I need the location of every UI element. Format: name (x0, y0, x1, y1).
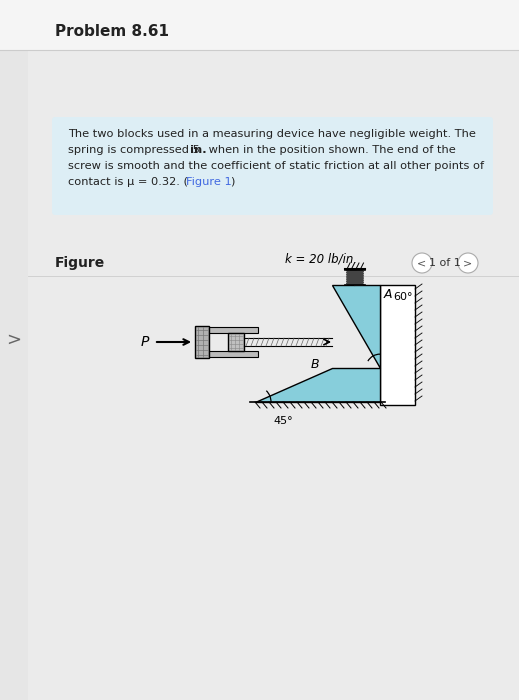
Text: 1 of 1: 1 of 1 (429, 258, 461, 268)
Text: spring is compressed 5: spring is compressed 5 (68, 145, 207, 155)
Text: B: B (311, 358, 319, 372)
Text: >: > (463, 258, 473, 268)
Text: in.: in. (190, 145, 207, 155)
Text: <: < (417, 258, 427, 268)
Bar (195, 326, 209, 358)
Bar (205, 351, 258, 357)
Text: Figure: Figure (55, 256, 105, 270)
Bar (228, 333, 244, 351)
Circle shape (412, 253, 432, 273)
Text: >: > (7, 331, 21, 349)
Bar (0, 0, 519, 50)
Circle shape (458, 253, 478, 273)
Bar (380, 285, 415, 405)
FancyBboxPatch shape (52, 117, 493, 215)
Polygon shape (255, 368, 380, 402)
Polygon shape (332, 285, 380, 368)
Text: Problem 8.61: Problem 8.61 (55, 24, 169, 38)
Text: Figure 1: Figure 1 (186, 177, 232, 187)
Text: contact is μ = 0.32. (: contact is μ = 0.32. ( (68, 177, 188, 187)
Text: 60°: 60° (393, 292, 413, 302)
Text: P: P (141, 335, 149, 349)
Text: ): ) (230, 177, 235, 187)
Text: when in the position shown. The end of the: when in the position shown. The end of t… (205, 145, 456, 155)
Text: 45°: 45° (273, 416, 293, 426)
Text: A: A (384, 288, 392, 302)
Text: k = 20 lb/in.: k = 20 lb/in. (285, 253, 357, 266)
Bar (205, 327, 258, 333)
Text: screw is smooth and the coefficient of static friction at all other points of: screw is smooth and the coefficient of s… (68, 161, 484, 171)
Text: The two blocks used in a measuring device have negligible weight. The: The two blocks used in a measuring devic… (68, 129, 476, 139)
